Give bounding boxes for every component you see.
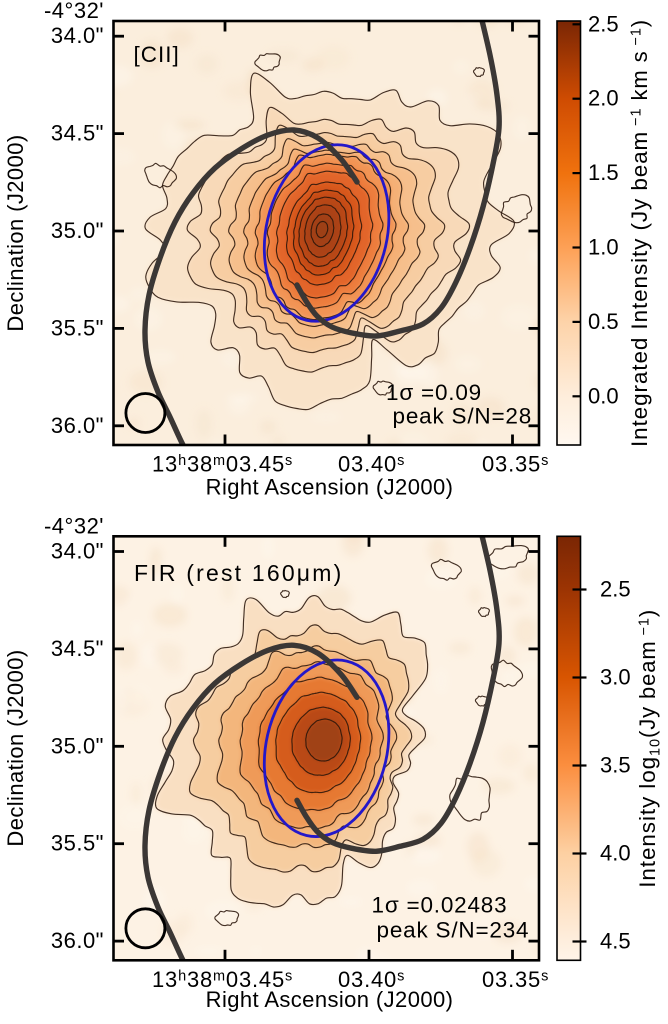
svg-text:36.0": 36.0" — [51, 928, 104, 953]
svg-text:03.35s: 03.35s — [482, 452, 549, 477]
svg-text:2.5: 2.5 — [588, 11, 619, 36]
svg-text:3.5: 3.5 — [600, 753, 631, 778]
svg-text:03.40s: 03.40s — [338, 452, 405, 477]
svg-text:Integrated Intensity (Jy beam: Integrated Intensity (Jy beam −1 km s −1… — [627, 19, 652, 447]
svg-text:Declination (J2000): Declination (J2000) — [3, 134, 28, 331]
svg-text:0.0: 0.0 — [588, 383, 619, 408]
svg-text:1σ =0.02483: 1σ =0.02483 — [372, 893, 508, 918]
svg-text:13h38m03.45s: 13h38m03.45s — [152, 967, 293, 992]
svg-text:34.5": 34.5" — [51, 636, 104, 661]
svg-text:36.0": 36.0" — [51, 413, 104, 438]
svg-text:4.0: 4.0 — [600, 841, 631, 866]
svg-text:3.0: 3.0 — [600, 665, 631, 690]
svg-text:03.40s: 03.40s — [338, 967, 405, 992]
svg-text:2.5: 2.5 — [600, 577, 631, 602]
svg-text:34.0": 34.0" — [51, 539, 104, 564]
svg-text:peak S/N=28: peak S/N=28 — [393, 404, 533, 429]
svg-text:2.0: 2.0 — [588, 86, 619, 111]
svg-text:1.5: 1.5 — [588, 160, 619, 185]
svg-text:Right Ascension (J2000): Right Ascension (J2000) — [206, 475, 454, 500]
svg-text:35.5": 35.5" — [51, 831, 104, 856]
svg-text:Intensity log10(Jy beam −1): Intensity log10(Jy beam −1) — [635, 609, 664, 888]
svg-text:FIR (rest 160μm): FIR (rest 160μm) — [134, 560, 343, 586]
svg-text:Right Ascension (J2000): Right Ascension (J2000) — [206, 987, 454, 1012]
svg-text:Declination (J2000): Declination (J2000) — [3, 649, 28, 846]
svg-text:34.0": 34.0" — [51, 23, 104, 48]
svg-text:35.0": 35.0" — [51, 733, 104, 758]
svg-text:[CII]: [CII] — [134, 42, 180, 67]
svg-text:peak S/N=234: peak S/N=234 — [377, 918, 530, 943]
svg-text:1σ =0.09: 1σ =0.09 — [386, 380, 482, 405]
svg-text:-4°32': -4°32' — [44, 513, 104, 538]
svg-text:-4°32': -4°32' — [44, 0, 104, 23]
svg-text:03.35s: 03.35s — [482, 967, 549, 992]
svg-text:34.5": 34.5" — [51, 121, 104, 146]
svg-text:0.5: 0.5 — [588, 309, 619, 334]
svg-text:35.5": 35.5" — [51, 315, 104, 340]
svg-text:35.0": 35.0" — [51, 218, 104, 243]
svg-text:4.5: 4.5 — [600, 929, 631, 954]
svg-text:1.0: 1.0 — [588, 235, 619, 260]
